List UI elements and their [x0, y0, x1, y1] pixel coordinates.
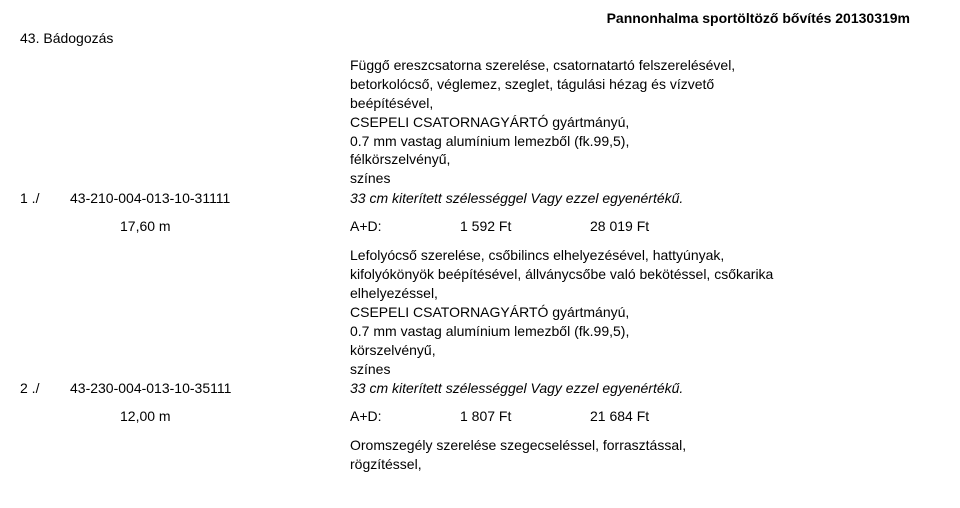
- item-italic-line: 33 cm kiterített szélességgel Vagy ezzel…: [350, 190, 920, 206]
- total-price: 28 019 Ft: [590, 218, 720, 234]
- desc-line: Oromszegély szerelése szegecseléssel, fo…: [350, 436, 920, 455]
- desc-line: félkörszelvényű,: [350, 150, 920, 169]
- desc-line: rögzítéssel,: [350, 455, 920, 474]
- desc-line: színes: [350, 360, 920, 379]
- item-code: 43-210-004-013-10-31111: [70, 190, 350, 206]
- desc-line: beépítésével,: [350, 94, 920, 113]
- unit-price: 1 592 Ft: [460, 218, 590, 234]
- quantity: 12,00 m: [120, 408, 250, 424]
- page-header: Pannonhalma sportöltöző bővítés 20130319…: [20, 10, 920, 26]
- total-price: 21 684 Ft: [590, 408, 720, 424]
- desc-line: körszelvényű,: [350, 341, 920, 360]
- desc-line: 0.7 mm vastag alumínium lemezből (fk.99,…: [350, 322, 920, 341]
- desc-line: elhelyezéssel,: [350, 284, 920, 303]
- quantity: 17,60 m: [120, 218, 250, 234]
- section-title: 43. Bádogozás: [20, 30, 920, 46]
- item-code: 43-230-004-013-10-35111: [70, 380, 350, 396]
- item-2-row: 2 ./ 43-230-004-013-10-35111 33 cm kiter…: [20, 380, 920, 396]
- desc-line: CSEPELI CSATORNAGYÁRTÓ gyártmányú,: [350, 113, 920, 132]
- desc-line: Függő ereszcsatorna szerelése, csatornat…: [350, 56, 920, 75]
- item-1-row: 1 ./ 43-210-004-013-10-31111 33 cm kiter…: [20, 190, 920, 206]
- desc-line: kifolyókönyök beépítésével, állványcsőbe…: [350, 265, 920, 284]
- ad-label: A+D:: [350, 408, 460, 424]
- trailing-description: Oromszegély szerelése szegecseléssel, fo…: [350, 436, 920, 474]
- unit-price: 1 807 Ft: [460, 408, 590, 424]
- desc-line: színes: [350, 169, 920, 188]
- item-1-description: Függő ereszcsatorna szerelése, csatornat…: [350, 56, 920, 188]
- desc-line: 0.7 mm vastag alumínium lemezből (fk.99,…: [350, 132, 920, 151]
- item-2-price-row: 12,00 m A+D: 1 807 Ft 21 684 Ft: [20, 408, 920, 424]
- desc-line: betorkolócső, véglemez, szeglet, tágulás…: [350, 75, 920, 94]
- ad-label: A+D:: [350, 218, 460, 234]
- desc-line: Lefolyócső szerelése, csőbilincs elhelye…: [350, 246, 920, 265]
- item-1-price-row: 17,60 m A+D: 1 592 Ft 28 019 Ft: [20, 218, 920, 234]
- item-number: 1 ./: [20, 190, 70, 206]
- item-2-description: Lefolyócső szerelése, csőbilincs elhelye…: [350, 246, 920, 378]
- item-number: 2 ./: [20, 380, 70, 396]
- item-italic-line: 33 cm kiterített szélességgel Vagy ezzel…: [350, 380, 920, 396]
- desc-line: CSEPELI CSATORNAGYÁRTÓ gyártmányú,: [350, 303, 920, 322]
